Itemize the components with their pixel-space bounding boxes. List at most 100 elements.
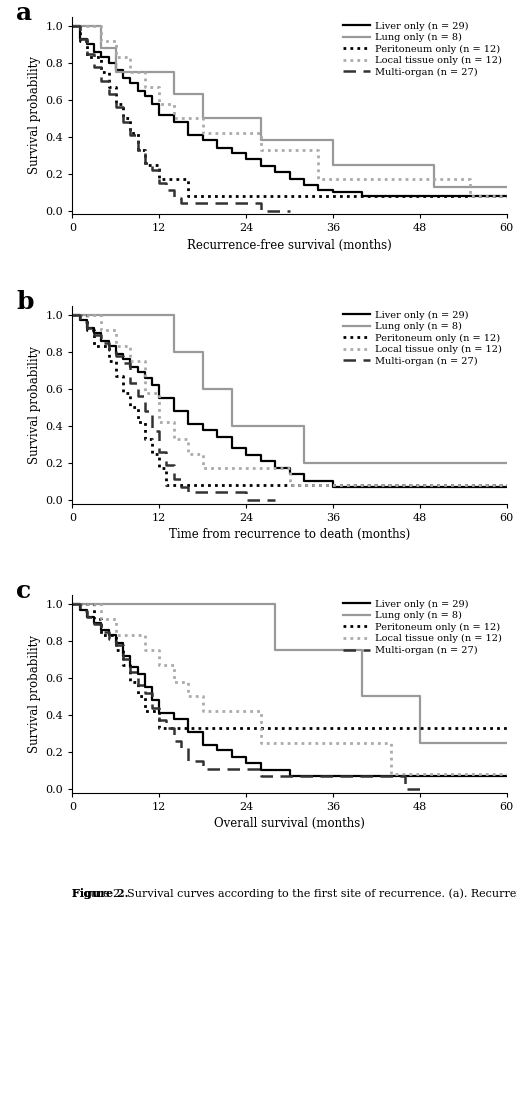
- Peritoneum only (n = 12): [120, 643, 126, 656]
- Local tissue only (n = 12): [504, 189, 510, 203]
- Multi-organ (n = 27): [200, 197, 206, 210]
- Multi-organ (n = 27): [77, 315, 83, 329]
- Lung only (n = 8): [98, 598, 104, 611]
- Local tissue only (n = 12): [504, 478, 510, 492]
- Lung only (n = 8): [69, 598, 75, 611]
- Peritoneum only (n = 12): [504, 722, 510, 735]
- Multi-organ (n = 27): [272, 204, 278, 217]
- Local tissue only (n = 12): [286, 143, 293, 156]
- Multi-organ (n = 27): [229, 197, 235, 210]
- Local tissue only (n = 12): [359, 173, 365, 186]
- Line: Liver only (n = 29): Liver only (n = 29): [72, 604, 507, 776]
- Local tissue only (n = 12): [301, 478, 307, 492]
- Multi-organ (n = 27): [142, 156, 148, 169]
- Multi-organ (n = 27): [113, 343, 119, 356]
- Lung only (n = 8): [185, 598, 191, 611]
- Peritoneum only (n = 12): [163, 478, 170, 492]
- Peritoneum only (n = 12): [156, 722, 162, 735]
- Liver only (n = 29): [69, 19, 75, 32]
- Multi-organ (n = 27): [417, 783, 423, 796]
- Multi-organ (n = 27): [214, 486, 220, 499]
- Multi-organ (n = 27): [98, 60, 104, 73]
- Line: Local tissue only (n = 12): Local tissue only (n = 12): [72, 25, 507, 196]
- Liver only (n = 29): [388, 480, 394, 494]
- Lung only (n = 8): [359, 643, 365, 656]
- Local tissue only (n = 12): [388, 767, 394, 780]
- Multi-organ (n = 27): [69, 19, 75, 32]
- Liver only (n = 29): [388, 189, 394, 203]
- Lung only (n = 8): [446, 736, 452, 749]
- Multi-organ (n = 27): [171, 473, 177, 486]
- Line: Local tissue only (n = 12): Local tissue only (n = 12): [72, 314, 507, 485]
- Peritoneum only (n = 12): [149, 705, 155, 718]
- Lung only (n = 8): [185, 598, 191, 611]
- Multi-organ (n = 27): [156, 164, 162, 177]
- Multi-organ (n = 27): [84, 321, 90, 334]
- Liver only (n = 29): [229, 431, 235, 444]
- Multi-organ (n = 27): [178, 480, 184, 494]
- Multi-organ (n = 27): [243, 197, 249, 210]
- Multi-organ (n = 27): [243, 494, 249, 507]
- Local tissue only (n = 12): [431, 478, 437, 492]
- Peritoneum only (n = 12): [504, 722, 510, 735]
- Multi-organ (n = 27): [243, 486, 249, 499]
- Lung only (n = 8): [214, 598, 220, 611]
- Multi-organ (n = 27): [91, 60, 97, 73]
- Line: Peritoneum only (n = 12): Peritoneum only (n = 12): [72, 314, 507, 485]
- Lung only (n = 8): [431, 456, 437, 469]
- Multi-organ (n = 27): [113, 87, 119, 101]
- Liver only (n = 29): [142, 668, 148, 681]
- Multi-organ (n = 27): [229, 486, 235, 499]
- Peritoneum only (n = 12): [243, 722, 249, 735]
- Lung only (n = 8): [417, 158, 423, 172]
- Local tissue only (n = 12): [504, 767, 510, 780]
- Lung only (n = 8): [301, 643, 307, 656]
- Line: Lung only (n = 8): Lung only (n = 8): [72, 604, 507, 743]
- Liver only (n = 29): [185, 404, 191, 417]
- Multi-organ (n = 27): [286, 204, 293, 217]
- Local tissue only (n = 12): [315, 478, 322, 492]
- Multi-organ (n = 27): [77, 19, 83, 32]
- Lung only (n = 8): [373, 456, 379, 469]
- Lung only (n = 8): [359, 690, 365, 703]
- Peritoneum only (n = 12): [149, 447, 155, 461]
- Lung only (n = 8): [504, 736, 510, 749]
- Multi-organ (n = 27): [156, 176, 162, 189]
- Multi-organ (n = 27): [134, 665, 141, 679]
- Liver only (n = 29): [504, 189, 510, 203]
- Local tissue only (n = 12): [286, 736, 293, 749]
- Multi-organ (n = 27): [229, 197, 235, 210]
- Multi-organ (n = 27): [171, 192, 177, 205]
- Lung only (n = 8): [467, 736, 474, 749]
- Peritoneum only (n = 12): [504, 189, 510, 203]
- Multi-organ (n = 27): [171, 458, 177, 472]
- Local tissue only (n = 12): [171, 112, 177, 125]
- Lung only (n = 8): [156, 598, 162, 611]
- Lung only (n = 8): [156, 598, 162, 611]
- Multi-organ (n = 27): [98, 74, 104, 87]
- Multi-organ (n = 27): [417, 783, 423, 796]
- Multi-organ (n = 27): [257, 494, 264, 507]
- Multi-organ (n = 27): [77, 308, 83, 321]
- Liver only (n = 29): [142, 84, 148, 97]
- Y-axis label: Survival probability: Survival probability: [28, 56, 41, 175]
- Lung only (n = 8): [69, 19, 75, 32]
- Multi-organ (n = 27): [77, 32, 83, 45]
- Multi-organ (n = 27): [214, 197, 220, 210]
- Local tissue only (n = 12): [286, 478, 293, 492]
- Legend: Liver only (n = 29), Lung only (n = 8), Peritoneum only (n = 12), Local tissue o: Liver only (n = 29), Lung only (n = 8), …: [339, 18, 506, 81]
- Multi-organ (n = 27): [156, 445, 162, 458]
- Text: c: c: [16, 579, 31, 603]
- Multi-organ (n = 27): [185, 197, 191, 210]
- Multi-organ (n = 27): [142, 390, 148, 403]
- Lung only (n = 8): [417, 690, 423, 703]
- Multi-organ (n = 27): [149, 404, 155, 417]
- Liver only (n = 29): [330, 480, 336, 494]
- Lung only (n = 8): [301, 643, 307, 656]
- Multi-organ (n = 27): [163, 458, 170, 472]
- Multi-organ (n = 27): [200, 486, 206, 499]
- Multi-organ (n = 27): [120, 349, 126, 362]
- Local tissue only (n = 12): [69, 308, 75, 321]
- X-axis label: Time from recurrence to death (months): Time from recurrence to death (months): [169, 528, 410, 541]
- Multi-organ (n = 27): [134, 390, 141, 403]
